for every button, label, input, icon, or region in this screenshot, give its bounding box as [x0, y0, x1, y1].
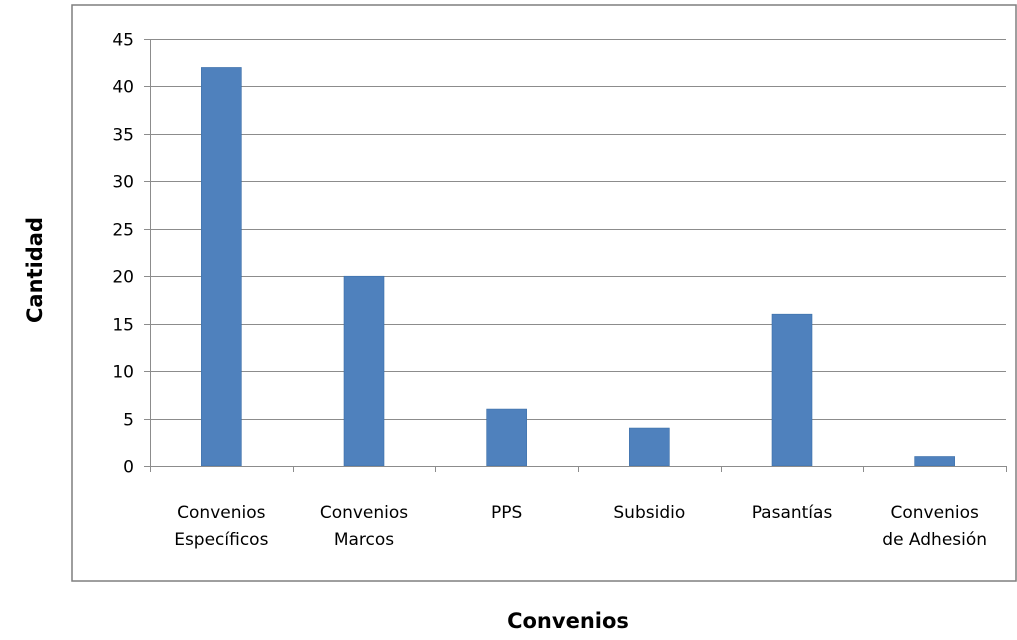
y-tick-labels: 0 5 10 15 20 25 30 35 40 45 — [112, 31, 134, 478]
y-tick-label: 45 — [112, 31, 134, 51]
x-axis-title: Convenios — [507, 609, 629, 633]
x-category-label: Convenios de Adhesión — [882, 503, 987, 550]
y-axis-title: Cantidad — [23, 217, 47, 323]
y-tick-label: 10 — [112, 363, 134, 383]
gridlines — [144, 39, 1006, 420]
x-category-label: PPS — [491, 503, 522, 523]
x-category-label: Pasantías — [752, 503, 833, 523]
y-tick-label: 35 — [112, 126, 134, 146]
x-category-labels: Convenios Específicos Convenios Marcos PPS Su… — [174, 503, 987, 550]
bar — [486, 408, 527, 467]
bar — [201, 67, 242, 467]
bar — [914, 456, 955, 467]
bar — [629, 427, 670, 467]
y-tick-label: 25 — [112, 221, 134, 241]
y-tick-label: 40 — [112, 78, 134, 98]
y-tick-label: 30 — [112, 173, 134, 193]
x-category-label: Convenios Marcos — [320, 503, 408, 550]
x-category-label: Convenios Específicos — [174, 503, 268, 550]
y-tick-label: 15 — [112, 316, 134, 336]
x-category-label: Subsidio — [613, 503, 685, 523]
y-tick-label: 0 — [123, 458, 134, 478]
axes — [144, 39, 1007, 472]
y-tick-label: 20 — [112, 268, 134, 288]
bar — [343, 275, 385, 467]
bars — [201, 67, 955, 467]
bar — [771, 313, 813, 467]
y-tick-label: 5 — [123, 411, 134, 431]
